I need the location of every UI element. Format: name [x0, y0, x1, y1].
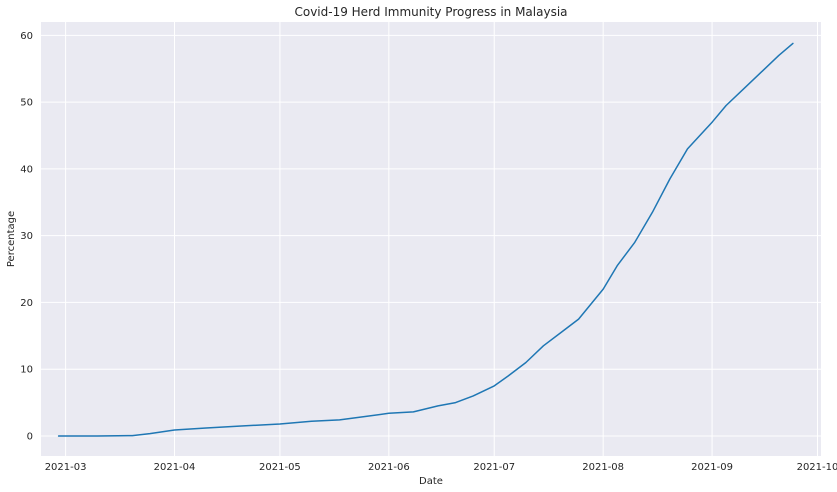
series-line: [57, 42, 794, 437]
y-tick-label: 10: [20, 365, 33, 376]
y-tick-label: 60: [20, 31, 33, 42]
x-tick-label: 2021-08: [582, 462, 624, 473]
y-tick-label: 30: [20, 231, 33, 242]
y-tick-label: 0: [27, 431, 33, 442]
y-tick-label: 40: [20, 164, 33, 175]
series-layer: [57, 42, 794, 437]
x-tick-label: 2021-04: [154, 462, 196, 473]
x-tick-label: 2021-03: [45, 462, 87, 473]
chart-title: Covid-19 Herd Immunity Progress in Malay…: [294, 5, 567, 19]
x-tick-label: 2021-09: [691, 462, 733, 473]
y-tick-label: 20: [20, 298, 33, 309]
x-tick-label: 2021-05: [259, 462, 301, 473]
y-axis-label: Percentage: [6, 211, 17, 267]
y-tick-label: 50: [20, 98, 33, 109]
x-tick-label: 2021-10: [797, 462, 837, 473]
x-tick-label: 2021-07: [473, 462, 515, 473]
x-axis-ticks: 2021-03 2021-04 2021-05 2021-06 2021-07 2021-…: [45, 462, 837, 473]
y-axis-ticks: 0 10 20 30 40 50 60: [20, 31, 33, 443]
x-axis-label: Date: [419, 476, 443, 487]
plot-area: [41, 22, 821, 456]
grid-lines: [41, 22, 821, 456]
x-tick-label: 2021-06: [368, 462, 410, 473]
